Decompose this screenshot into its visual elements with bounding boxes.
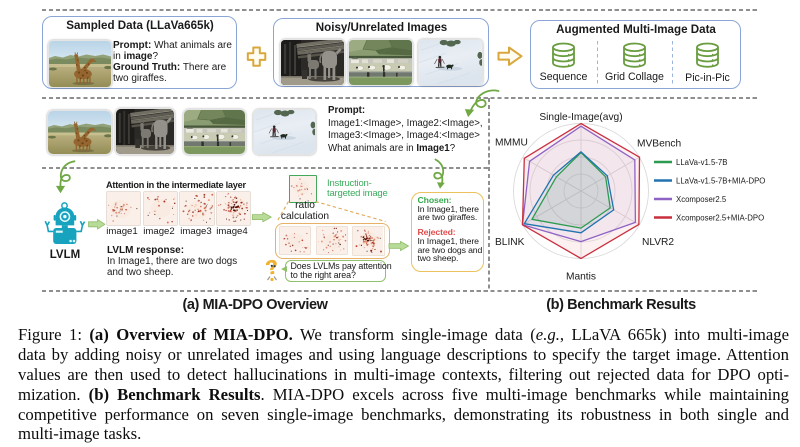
svg-text:LLaVa-v1.5-7B+MIA-DPO: LLaVa-v1.5-7B+MIA-DPO xyxy=(676,177,765,186)
svg-text:Mantis: Mantis xyxy=(566,272,596,283)
svg-text:MMMU: MMMU xyxy=(495,138,528,149)
svg-text:LLaVa-v1.5-7B: LLaVa-v1.5-7B xyxy=(676,158,727,167)
svg-text:MVBench: MVBench xyxy=(637,139,681,150)
svg-text:Single-Image(avg): Single-Image(avg) xyxy=(539,112,622,123)
svg-text:BLINK: BLINK xyxy=(495,237,525,248)
svg-text:Xcomposer2.5: Xcomposer2.5 xyxy=(676,195,727,204)
svg-text:NLVR2: NLVR2 xyxy=(642,237,674,248)
svg-text:Xcomposer2.5+MIA-DPO: Xcomposer2.5+MIA-DPO xyxy=(676,214,764,223)
